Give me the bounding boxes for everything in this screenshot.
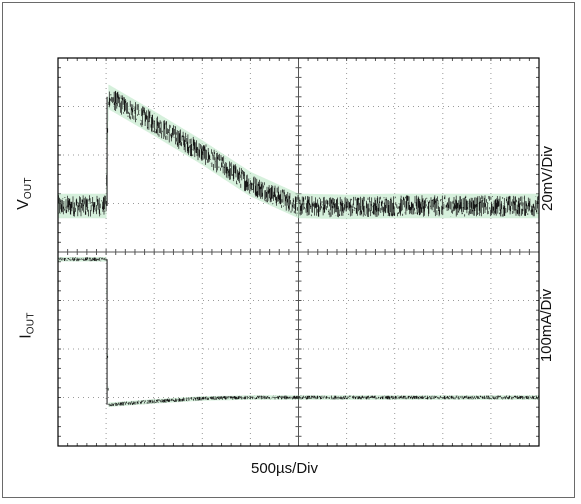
vout-scale-label: 20mV/Div — [539, 145, 557, 212]
figure-frame — [2, 2, 575, 498]
vout-channel-label: VOUT — [14, 177, 34, 210]
iout-channel-label: IOUT — [17, 312, 37, 339]
iout-scale-label: 100mA/Div — [538, 288, 556, 363]
trace-vout — [57, 84, 540, 220]
x-axis-label: 500µs/Div — [251, 460, 319, 477]
plot-border — [57, 57, 540, 447]
